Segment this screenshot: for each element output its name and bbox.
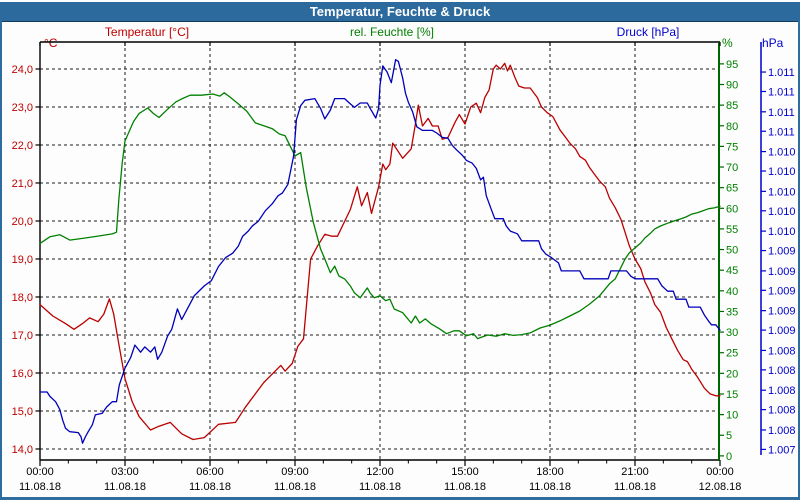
svg-text:20,0: 20,0: [12, 216, 33, 228]
svg-text:19,0: 19,0: [12, 254, 33, 266]
svg-text:24,0: 24,0: [12, 64, 33, 76]
svg-text:1.010: 1.010: [768, 206, 796, 218]
svg-text:10: 10: [726, 410, 738, 422]
svg-text:00:00: 00:00: [26, 466, 54, 478]
svg-text:1.011: 1.011: [768, 67, 795, 79]
svg-text:15:00: 15:00: [451, 466, 479, 478]
svg-text:00:00: 00:00: [706, 466, 734, 478]
svg-text:23,0: 23,0: [12, 102, 33, 114]
svg-text:1.008: 1.008: [768, 365, 796, 377]
svg-text:17,0: 17,0: [12, 330, 33, 342]
svg-text:1.008: 1.008: [768, 425, 796, 437]
svg-text:1.007: 1.007: [768, 444, 796, 456]
svg-text:1.008: 1.008: [768, 345, 796, 357]
pressure-axis: 1.011 1.011 1.011 1.011 1.010 1.010 1.010 1.010…: [760, 42, 796, 456]
svg-text:20: 20: [726, 368, 738, 380]
legend-humidity: rel. Feuchte [%]: [349, 25, 435, 39]
svg-text:1.008: 1.008: [768, 385, 796, 397]
svg-text:06:00: 06:00: [196, 466, 224, 478]
svg-text:40: 40: [726, 286, 738, 298]
legend-temperature: Temperatur [°C]: [104, 25, 190, 39]
svg-text:18,0: 18,0: [12, 292, 33, 304]
window-border-right: [798, 20, 800, 500]
svg-text:1.009: 1.009: [768, 306, 796, 318]
grid-lines: [40, 42, 719, 460]
svg-text:11.08.18: 11.08.18: [444, 481, 486, 493]
temp-axis-unit: °C: [44, 36, 58, 50]
svg-text:15,0: 15,0: [12, 406, 33, 418]
svg-text:15: 15: [726, 389, 738, 401]
legend-pressure: Druck [hPa]: [616, 25, 680, 39]
svg-text:65: 65: [726, 183, 738, 195]
time-axis: 00:00 11.08.18 03:00 11.08.18 06:00 11.08.18 0…: [19, 42, 741, 493]
svg-text:16,0: 16,0: [12, 368, 33, 380]
svg-text:5: 5: [726, 430, 732, 442]
svg-text:1.011: 1.011: [768, 126, 795, 138]
svg-text:21:00: 21:00: [621, 466, 649, 478]
svg-text:1.011: 1.011: [768, 86, 795, 98]
svg-text:11.08.18: 11.08.18: [529, 481, 571, 493]
svg-text:50: 50: [726, 245, 738, 257]
svg-text:09:00: 09:00: [281, 466, 309, 478]
window-border-bottom: [0, 497, 800, 500]
window-title-bar: Temperatur, Feuchte & Druck: [0, 2, 800, 22]
svg-text:45: 45: [726, 265, 738, 277]
svg-text:1.010: 1.010: [768, 166, 796, 178]
svg-text:80: 80: [726, 121, 738, 133]
svg-text:22,0: 22,0: [12, 140, 33, 152]
series-temperature: [39, 62, 721, 441]
svg-text:11.08.18: 11.08.18: [614, 481, 656, 493]
svg-text:14,0: 14,0: [12, 444, 33, 456]
series-pressure: [39, 59, 721, 444]
svg-text:11.08.18: 11.08.18: [189, 481, 231, 493]
svg-text:12:00: 12:00: [366, 466, 394, 478]
svg-text:18:00: 18:00: [536, 466, 564, 478]
svg-text:30: 30: [726, 327, 738, 339]
svg-text:1.008: 1.008: [768, 405, 796, 417]
svg-text:21,0: 21,0: [12, 178, 33, 190]
svg-text:55: 55: [726, 224, 738, 236]
svg-text:11.08.18: 11.08.18: [104, 481, 146, 493]
svg-text:1.009: 1.009: [768, 285, 796, 297]
svg-text:95: 95: [726, 59, 738, 71]
svg-text:90: 90: [726, 80, 738, 92]
svg-text:35: 35: [726, 306, 738, 318]
svg-text:1.010: 1.010: [768, 186, 796, 198]
svg-text:70: 70: [726, 162, 738, 174]
svg-text:1.011: 1.011: [768, 107, 795, 119]
svg-text:85: 85: [726, 100, 738, 112]
svg-text:60: 60: [726, 203, 738, 215]
svg-text:11.08.18: 11.08.18: [359, 481, 401, 493]
svg-text:1.009: 1.009: [768, 325, 796, 337]
svg-text:11.08.18: 11.08.18: [274, 481, 316, 493]
temperature-axis: 24,0 23,0 22,0 21,0 20,0 19,0 18,0 17,0 16,0 15,0…: [12, 64, 40, 456]
pressure-axis-unit: hPa: [762, 36, 784, 50]
svg-text:03:00: 03:00: [111, 466, 139, 478]
series-humidity: [39, 92, 721, 340]
svg-text:25: 25: [726, 348, 738, 360]
svg-text:1.010: 1.010: [768, 147, 796, 159]
window-title: Temperatur, Feuchte & Druck: [309, 4, 491, 19]
svg-text:75: 75: [726, 141, 738, 153]
humidity-axis-unit: %: [722, 36, 733, 50]
svg-text:1.009: 1.009: [768, 266, 796, 278]
svg-text:1.010: 1.010: [768, 226, 796, 238]
svg-text:11.08.18: 11.08.18: [19, 481, 61, 493]
svg-text:12.08.18: 12.08.18: [699, 481, 742, 493]
svg-text:0: 0: [726, 451, 732, 463]
window-border-left: [0, 20, 2, 500]
svg-text:1.009: 1.009: [768, 246, 796, 258]
